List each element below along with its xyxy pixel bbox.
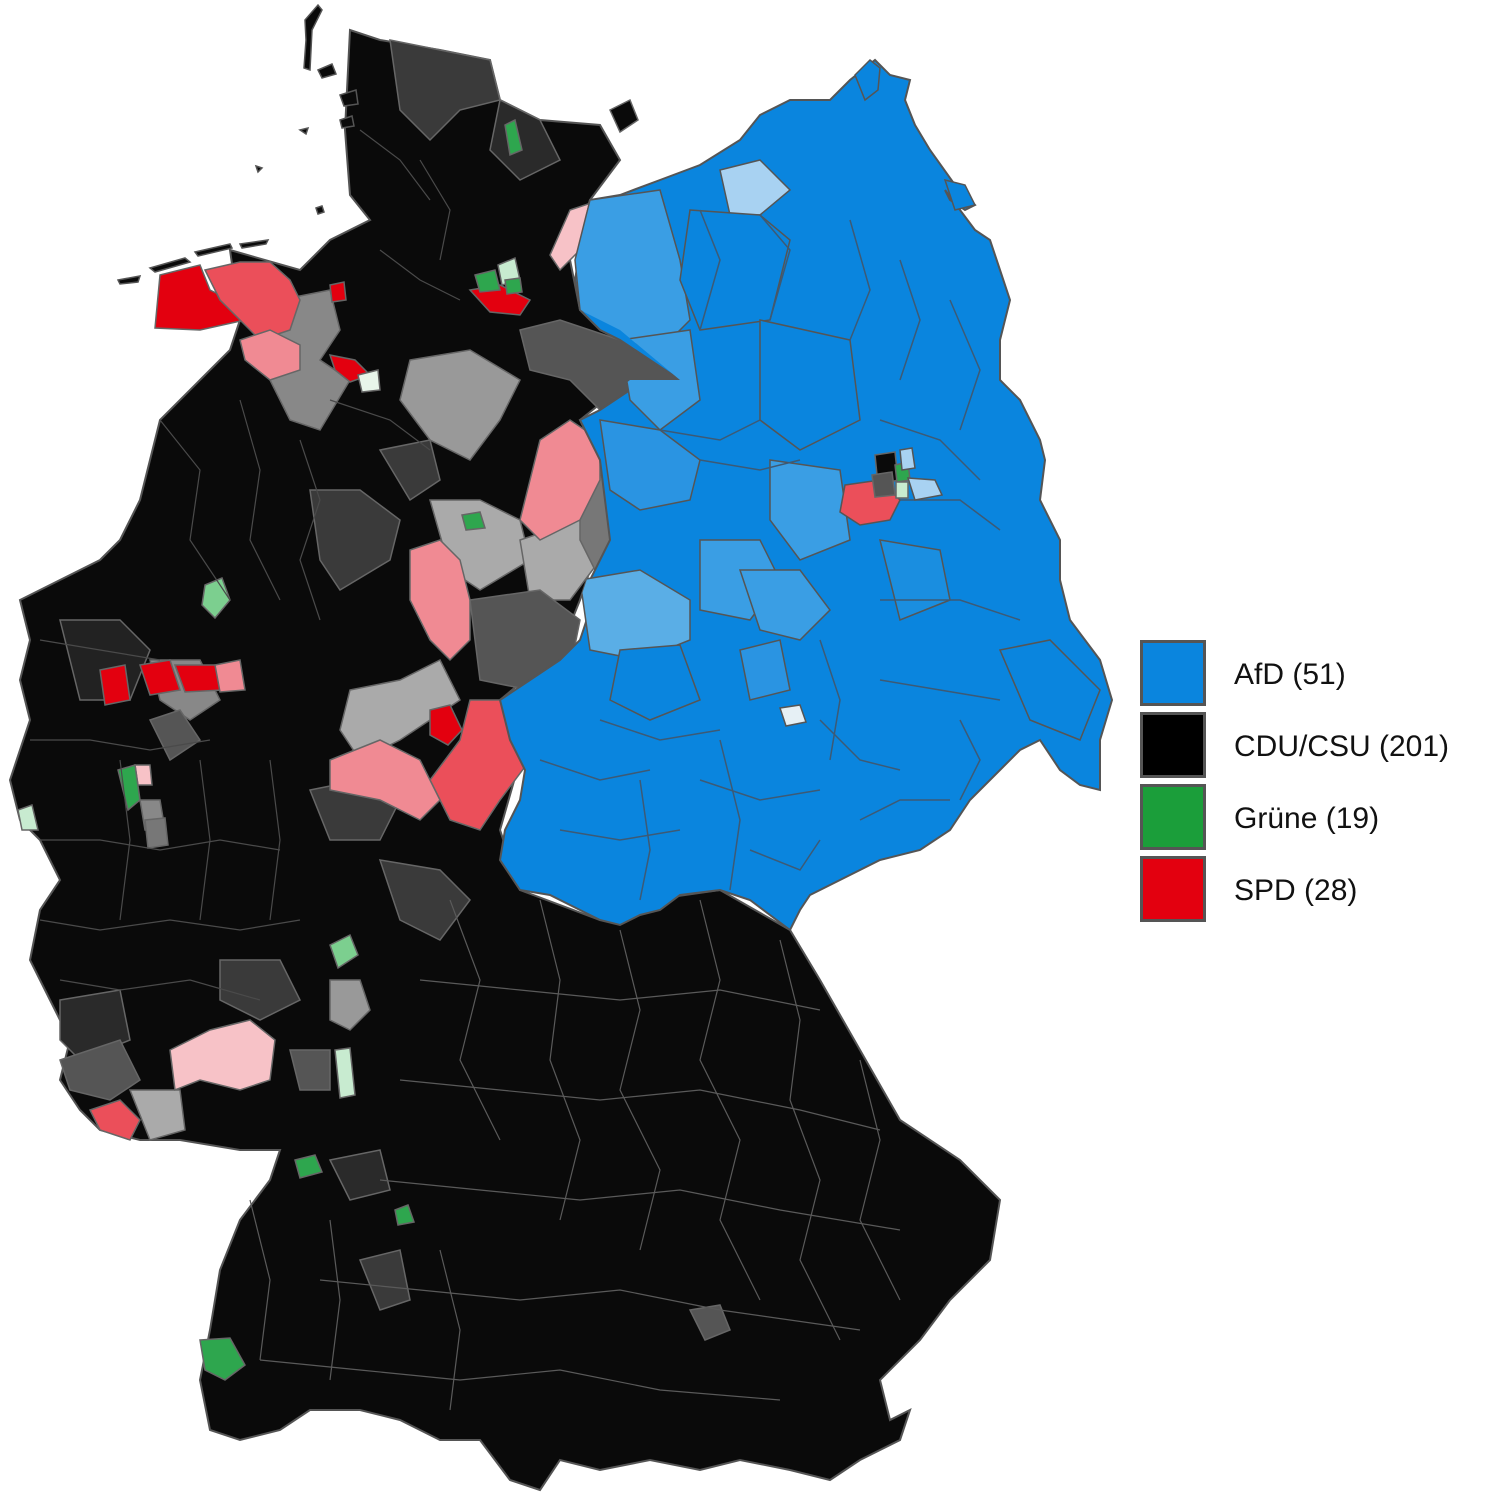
lower-saxony-grey-4 [309,489,401,592]
west-constituency-borders [30,129,461,1001]
spd-central-region [409,539,471,662]
leipzig-gruene-pale [779,704,807,727]
afd-rostock [719,159,792,216]
germany-constituency-map [8,3,1114,1492]
afd-leipzig-area [739,639,791,701]
berlin-grey [871,471,896,498]
spd-oldenburg [239,329,301,381]
gruene-bremen [357,369,381,393]
legend-swatch-spd [1140,856,1206,922]
berlin-afd-pale-1 [899,447,916,471]
fehmarn-island [609,98,639,134]
berlin-afd-pale-2 [906,477,944,501]
spd-ruhr-4 [214,659,246,693]
spd-hesse-west [329,739,441,821]
gruene-heidelberg [294,1154,324,1179]
south-constituency-borders [249,899,901,1411]
bw-grey-1 [358,1249,411,1311]
gruene-kiel [504,118,523,157]
spd-east-frisia [203,261,301,341]
munich-grey [688,1304,731,1341]
afd-brandenburg-west [759,319,861,451]
rlp-grey-6 [289,1049,331,1091]
rlp-grey-1 [219,959,302,1021]
nrw-grey-3 [148,709,202,762]
legend-swatch-afd [1140,640,1206,706]
afd-erfurt [609,644,701,721]
sh-grey-region [389,39,501,142]
rlp-grey-4 [128,1089,186,1141]
lower-saxony-grey-5 [378,439,441,502]
legend-label-spd: SPD (28) [1234,874,1358,907]
spd-bremerhaven [329,281,347,303]
north-sea-islands [116,3,359,285]
gruene-darmstadt [334,1047,356,1099]
legend-swatch-cdu-csu [1140,712,1206,778]
spd-hannover-region [519,419,601,541]
ruegen-island [854,58,881,102]
gruene-freiburg [199,1337,246,1381]
gruene-aachen [17,804,39,831]
gruene-muenster [201,577,231,620]
spd-palatinate [169,1019,276,1092]
legend-item-gruene: Grüne (19) [1140,784,1500,856]
gruene-stuttgart [394,1204,415,1226]
legend-label-afd: AfD (51) [1234,658,1346,691]
spd-ruhr-1 [99,664,131,706]
berlin-gruene-pale [895,481,909,499]
sh-grey-region-2 [489,98,562,181]
legend-label-cdu-csu: CDU/CSU (201) [1234,730,1450,763]
legend-label-gruene: Grüne (19) [1234,802,1380,835]
spd-ruhr-2 [139,659,181,696]
bw-grey-2 [328,1149,391,1201]
legend-item-afd: AfD (51) [1140,640,1500,712]
afd-harz [579,569,691,661]
afd-lausitz [998,639,1101,741]
gruene-goettingen [461,511,486,531]
rlp-grey-5 [329,979,371,1031]
legend-item-spd: SPD (28) [1140,856,1500,928]
afd-halle [738,569,831,641]
rlp-grey-3 [59,1039,141,1101]
nrw-grey-5 [144,817,169,849]
legend-item-cdu-csu: CDU/CSU (201) [1140,712,1500,784]
usedom-island [943,178,977,211]
gruene-hamburg-1 [474,269,501,293]
gruene-hamburg-3 [504,277,523,295]
east-constituency-borders [539,209,1021,901]
spd-saarland-west [88,1099,141,1141]
hesse-grey-3 [378,859,471,941]
gruene-frankfurt [329,933,359,970]
lower-saxony-grey-2 [399,349,521,461]
afd-potsdam [769,459,851,561]
spd-kassel [429,704,463,746]
legend-swatch-gruene [1140,784,1206,850]
